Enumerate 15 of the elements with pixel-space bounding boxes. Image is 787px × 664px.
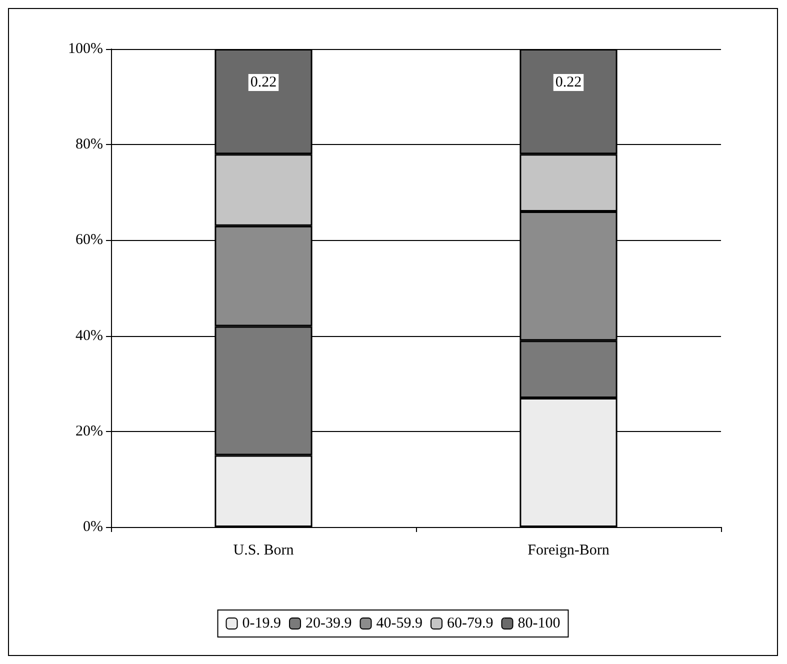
x-tick-label: Foreign-Born: [528, 542, 610, 558]
y-tick-label: 20%: [76, 423, 103, 440]
y-tick-label: 80%: [76, 136, 103, 153]
x-tick-label: U.S. Born: [233, 542, 294, 558]
legend-label: 40-59.9: [376, 616, 422, 632]
data-label: 0.22: [555, 74, 582, 90]
legend-label: 0-19.9: [242, 616, 282, 632]
data-label: 0.22: [250, 74, 277, 90]
legend-label: 20-39.9: [306, 616, 352, 632]
legend-label: 80-100: [518, 616, 560, 632]
y-tick-label: 40%: [76, 328, 103, 344]
y-tick-label: 100%: [68, 41, 103, 57]
legend-label: 60-79.9: [447, 616, 494, 632]
y-tick-label: 60%: [76, 232, 103, 248]
y-tick-label: 0%: [83, 519, 103, 535]
